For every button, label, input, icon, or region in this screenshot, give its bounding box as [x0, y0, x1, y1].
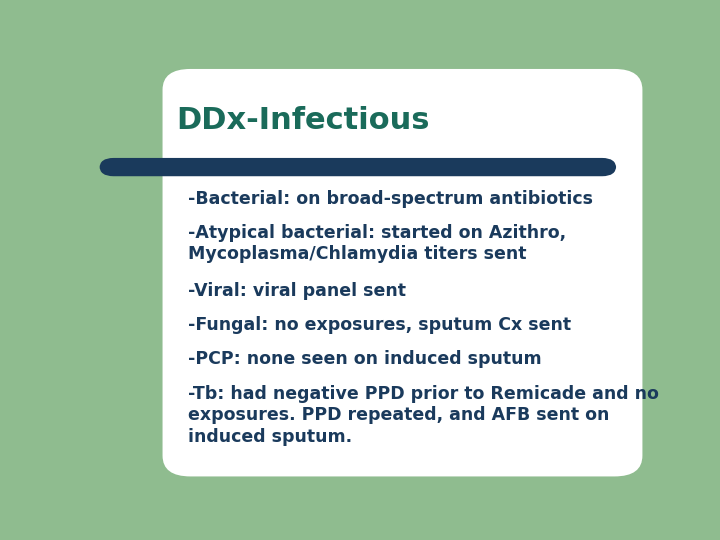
Text: -Tb: had negative PPD prior to Remicade and no
exposures. PPD repeated, and AFB : -Tb: had negative PPD prior to Remicade … — [188, 384, 659, 445]
Text: -PCP: none seen on induced sputum: -PCP: none seen on induced sputum — [188, 350, 541, 368]
Text: -Viral: viral panel sent: -Viral: viral panel sent — [188, 282, 405, 300]
FancyBboxPatch shape — [99, 158, 616, 176]
FancyBboxPatch shape — [163, 69, 642, 476]
Text: -Fungal: no exposures, sputum Cx sent: -Fungal: no exposures, sputum Cx sent — [188, 316, 571, 334]
Text: -Atypical bacterial: started on Azithro,
Mycoplasma/Chlamydia titers sent: -Atypical bacterial: started on Azithro,… — [188, 224, 566, 263]
Text: -Bacterial: on broad-spectrum antibiotics: -Bacterial: on broad-spectrum antibiotic… — [188, 190, 593, 207]
Text: DDx-Infectious: DDx-Infectious — [176, 106, 430, 136]
